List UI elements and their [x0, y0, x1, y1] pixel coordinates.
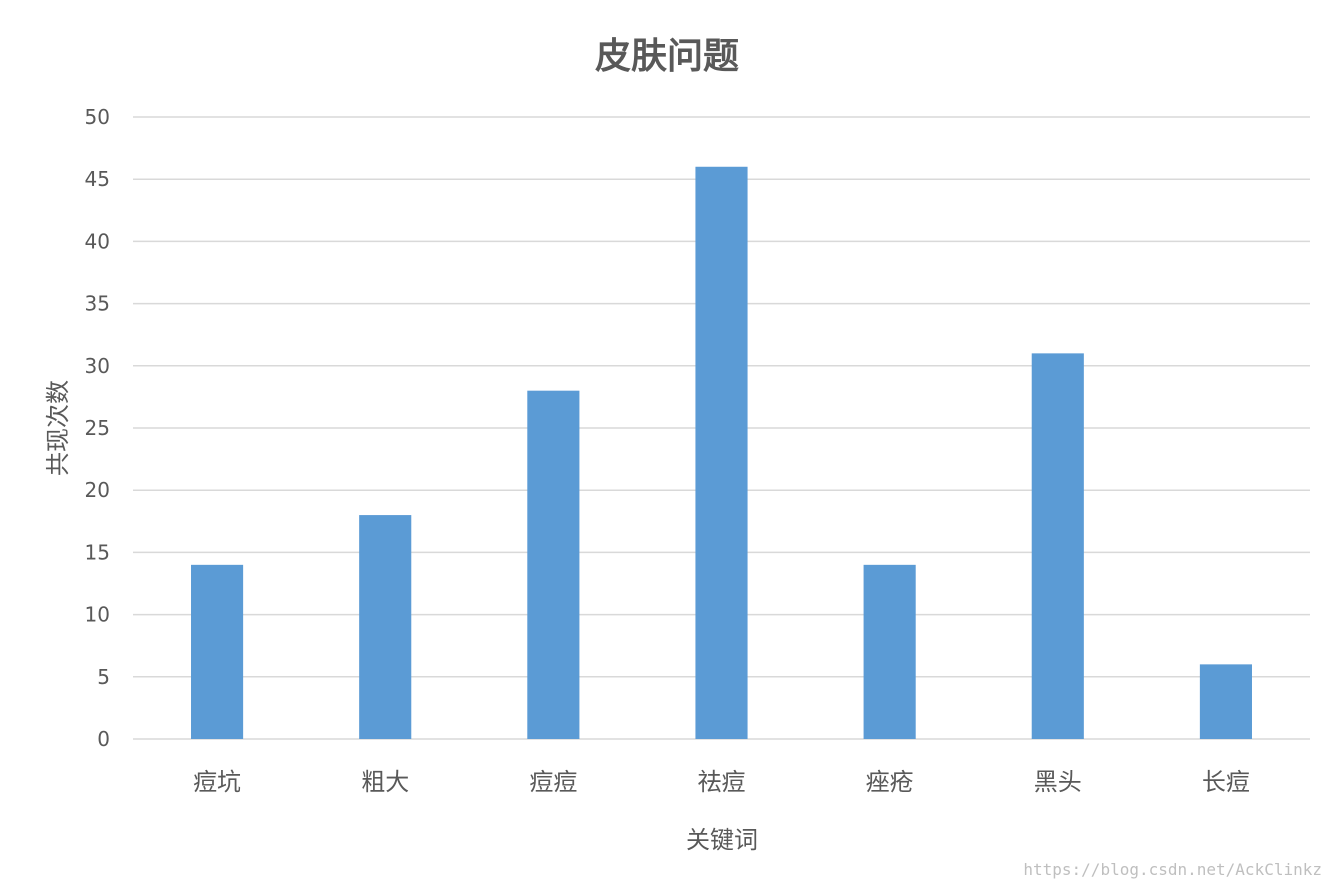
bar-5 [863, 564, 916, 739]
y-tick-label: 50 [85, 105, 110, 129]
bar-6 [1031, 353, 1084, 739]
x-tick-label: 长痘 [1202, 768, 1250, 796]
y-tick-label: 30 [85, 354, 110, 378]
x-tick-label: 黑头 [1034, 768, 1082, 796]
x-tick-label: 痘痘 [529, 768, 577, 796]
y-axis-label: 共现次数 [44, 380, 72, 476]
y-tick-label: 35 [85, 292, 110, 316]
y-tick-label: 20 [85, 478, 110, 502]
x-axis-label: 关键词 [686, 826, 758, 854]
y-tick-label: 5 [97, 665, 110, 689]
y-tick-labels: 0 5 10 15 20 25 30 35 40 45 50 [85, 105, 110, 751]
x-tick-label: 痘坑 [193, 768, 241, 796]
x-tick-label: 粗大 [361, 768, 409, 796]
bar-4 [695, 166, 748, 739]
y-tick-label: 15 [85, 540, 110, 564]
bar-7 [1199, 664, 1252, 739]
bar-1 [191, 564, 244, 739]
bars [191, 166, 1252, 739]
y-tick-label: 10 [85, 603, 110, 627]
x-tick-label: 痤疮 [866, 768, 914, 796]
bar-2 [359, 515, 412, 739]
watermark-text: https://blog.csdn.net/AckClinkz [1023, 860, 1322, 879]
y-tick-label: 45 [85, 167, 110, 191]
y-tick-label: 40 [85, 229, 110, 253]
x-tick-label: 祛痘 [698, 768, 746, 796]
bar-3 [527, 390, 580, 739]
chart-title: 皮肤问题 [595, 36, 739, 77]
x-tick-labels: 痘坑 粗大 痘痘 祛痘 痤疮 黑头 长痘 [193, 768, 1250, 796]
y-tick-label: 25 [85, 416, 110, 440]
y-tick-label: 0 [97, 727, 110, 751]
